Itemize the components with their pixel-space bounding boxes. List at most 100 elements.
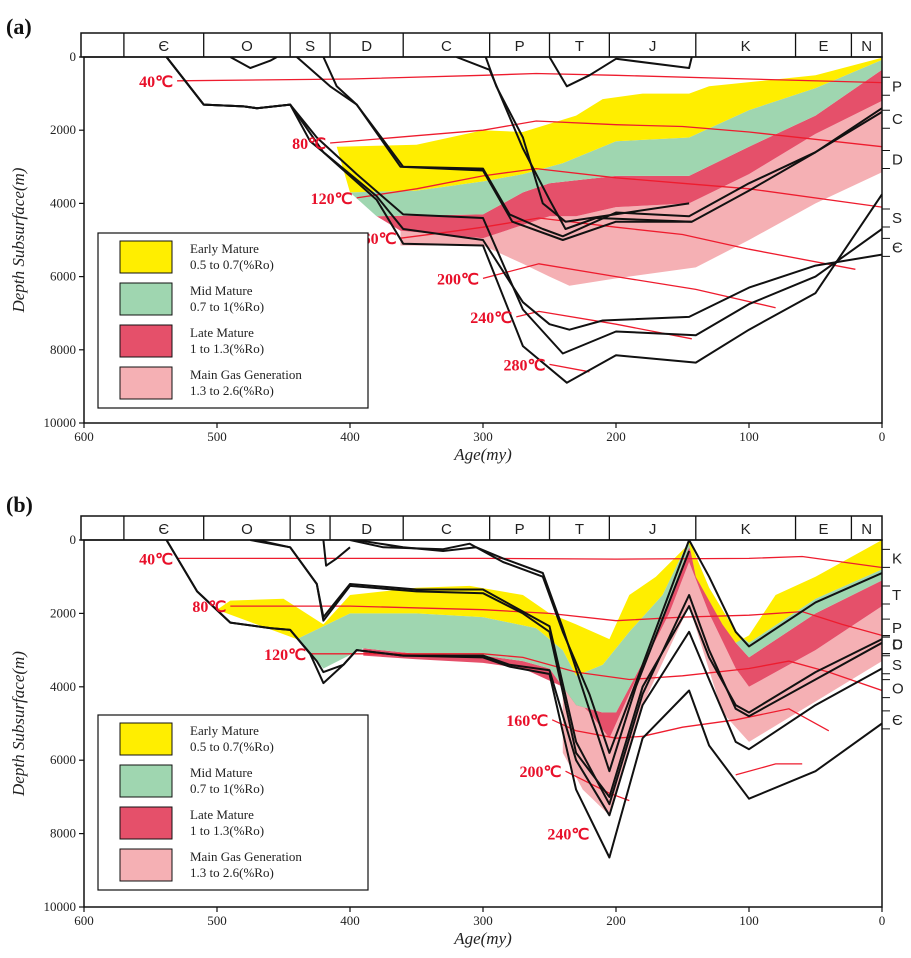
period-label: N <box>861 38 872 55</box>
burial-line <box>356 540 691 773</box>
legend-label: Mid Mature <box>190 765 253 780</box>
maturity-zone-late-mature <box>376 69 882 239</box>
isotherm-label: 240℃ <box>470 310 512 327</box>
legend-label: Late Mature <box>190 807 254 822</box>
period-label: J <box>649 521 657 538</box>
formation-label: C <box>892 111 903 128</box>
burial-line <box>548 57 693 88</box>
legend-range: 0.7 to 1(%Ro) <box>190 781 264 796</box>
period-label: D <box>361 38 372 55</box>
period-label: S <box>305 521 315 538</box>
period-label: K <box>741 38 751 55</box>
isotherm-label: 200℃ <box>519 764 561 781</box>
period-label: N <box>861 521 872 538</box>
y-tick-label: 6000 <box>50 752 76 767</box>
isotherm-label: 80℃ <box>192 599 226 616</box>
legend-range: 1 to 1.3(%Ro) <box>190 823 264 838</box>
y-tick-label: 4000 <box>50 679 76 694</box>
formation-label: P <box>892 78 902 95</box>
formation-label: S <box>892 657 902 674</box>
legend-range: 0.5 to 0.7(%Ro) <box>190 257 274 272</box>
isotherm-line-160c <box>551 708 830 739</box>
formation-bracket <box>882 109 890 129</box>
period-band-frame <box>80 32 883 58</box>
isotherm-line-280c <box>549 363 590 373</box>
y-tick-label: 8000 <box>50 342 76 357</box>
isotherm-label: 160℃ <box>506 713 548 730</box>
period-label: K <box>741 521 751 538</box>
isotherm-line-40c <box>177 72 882 84</box>
isotherm-line-80c <box>230 605 882 637</box>
period-label: P <box>515 38 525 55</box>
isotherm-label: 40℃ <box>139 74 173 91</box>
burial-line <box>349 540 882 754</box>
isotherm-label: 240℃ <box>547 827 589 844</box>
formation-bracket <box>882 635 890 655</box>
plot-area <box>165 57 882 384</box>
burial-line <box>229 57 278 69</box>
formation-bracket <box>882 237 890 257</box>
burial-line <box>322 540 351 567</box>
x-tick-label: 500 <box>207 913 227 928</box>
isotherm-line-40c <box>177 555 882 569</box>
maturity-zone-main-gas-generation <box>400 100 882 286</box>
burial-line <box>165 57 882 384</box>
isotherm-label: 120℃ <box>311 191 353 208</box>
y-tick-label: 10000 <box>44 899 77 914</box>
period-label: C <box>441 38 452 55</box>
legend-label: Late Mature <box>190 325 254 340</box>
legend-range: 1.3 to 2.6(%Ro) <box>190 383 274 398</box>
panel-label: (b) <box>6 492 33 517</box>
legend-label: Early Mature <box>190 723 259 738</box>
formation-bracket <box>882 76 890 96</box>
formation-label: C <box>892 637 903 654</box>
legend-range: 1.3 to 2.6(%Ro) <box>190 865 274 880</box>
formation-label: P <box>892 620 902 637</box>
y-tick-label: 0 <box>70 532 77 547</box>
legend-range: 1 to 1.3(%Ro) <box>190 341 264 356</box>
x-tick-label: 100 <box>739 429 759 444</box>
isotherm-line-160c <box>400 217 856 270</box>
isotherm-label: 120℃ <box>264 647 306 664</box>
legend-swatch <box>119 282 173 316</box>
period-label: E <box>818 521 828 538</box>
formation-label: Є <box>892 712 903 729</box>
burial-line <box>256 540 882 798</box>
formation-bracket <box>882 548 890 568</box>
burial-line <box>296 57 882 241</box>
panel-label: (a) <box>6 14 32 39</box>
legend-swatch <box>119 848 173 882</box>
maturity-zone-mid-mature <box>350 59 882 217</box>
legend-swatch <box>119 806 173 840</box>
x-tick-label: 600 <box>74 913 94 928</box>
formation-label: K <box>892 550 902 567</box>
formation-bracket <box>882 208 890 228</box>
y-tick-label: 6000 <box>50 269 76 284</box>
period-label: T <box>575 521 584 538</box>
formation-label: O <box>892 681 904 698</box>
formation-label: D <box>892 151 903 168</box>
isotherm-line-200c <box>565 770 630 802</box>
x-tick-label: 0 <box>879 913 886 928</box>
period-label: C <box>441 521 452 538</box>
plot-area <box>165 540 882 859</box>
period-label: Є <box>158 38 169 55</box>
y-tick-label: 2000 <box>50 122 76 137</box>
y-tick-label: 4000 <box>50 195 76 210</box>
x-tick-label: 300 <box>473 913 493 928</box>
x-axis-title: Age(my) <box>453 445 512 464</box>
maturity-zone-mid-mature <box>296 540 882 713</box>
isotherm-label: 280℃ <box>504 357 546 374</box>
y-axis-title: Depth Subsurface(m) <box>9 651 28 797</box>
x-axis-title: Age(my) <box>453 929 512 948</box>
period-band-frame <box>80 515 883 541</box>
period-label: O <box>241 38 253 55</box>
x-tick-label: 400 <box>340 913 360 928</box>
legend-range: 0.7 to 1(%Ro) <box>190 299 264 314</box>
x-tick-label: 600 <box>74 429 94 444</box>
